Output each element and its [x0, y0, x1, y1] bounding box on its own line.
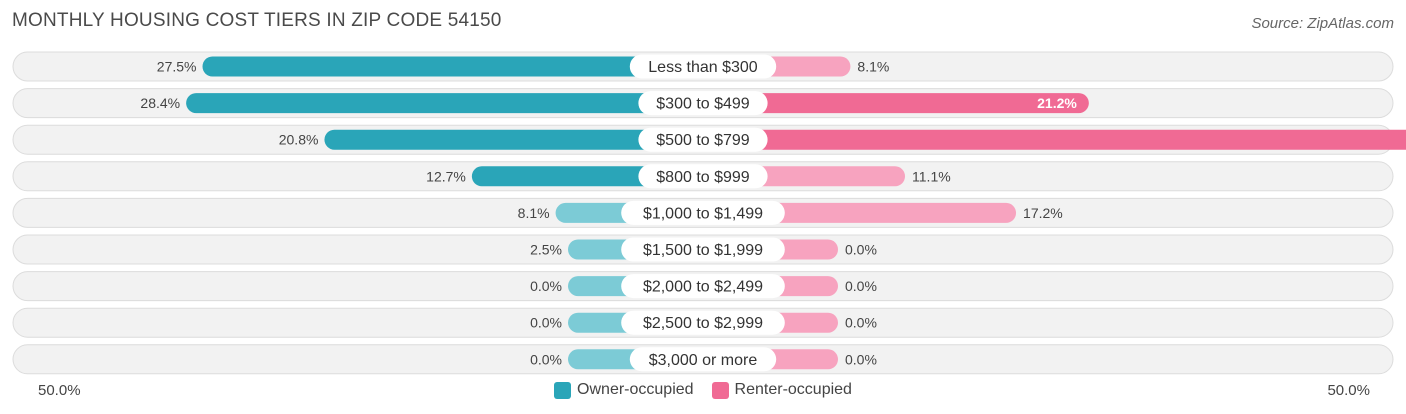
renter-value-label: 11.1% — [912, 168, 951, 184]
category-pill — [629, 54, 777, 79]
axis-left-label: 50.0% — [38, 382, 81, 399]
renter-value-label: 8.1% — [857, 59, 889, 75]
legend: Owner-occupied Renter-occupied — [0, 380, 1406, 400]
chart-row: $2,500 to $2,999 0.0% 0.0% — [12, 307, 1394, 338]
category-label: $300 to $499 — [656, 96, 750, 113]
category-pill — [629, 347, 777, 372]
source-label: Source: ZipAtlas.com — [1251, 15, 1394, 32]
category-pill — [638, 91, 768, 116]
category-pill — [621, 274, 785, 299]
category-label: $2,000 to $2,499 — [643, 279, 763, 296]
owner-value-label: 8.1% — [518, 205, 550, 221]
owner-bar — [202, 56, 703, 77]
renter-value-label: 0.0% — [845, 242, 877, 258]
chart-row: Less than $300 27.5% 8.1% — [12, 51, 1394, 82]
legend-owner-swatch — [554, 381, 572, 399]
category-label: $800 to $999 — [656, 169, 750, 186]
legend-owner-label: Owner-occupied — [577, 381, 694, 398]
legend-renter-label: Renter-occupied — [734, 381, 852, 398]
renter-value-label: 17.2% — [1023, 205, 1063, 221]
chart-title: MONTHLY HOUSING COST TIERS IN ZIP CODE 5… — [12, 10, 502, 31]
owner-bar — [324, 129, 703, 150]
renter-value-label: 0.0% — [845, 278, 877, 294]
renter-bar — [703, 93, 1089, 114]
renter-value-label: 21.2% — [1037, 95, 1077, 111]
owner-value-label: 20.8% — [279, 132, 319, 148]
chart-row: $3,000 or more 0.0% 0.0% — [12, 344, 1394, 375]
owner-value-label: 0.0% — [530, 315, 562, 331]
legend-renter: Renter-occupied — [711, 381, 852, 399]
axis-right-label: 50.0% — [1327, 382, 1370, 399]
owner-bar — [186, 93, 703, 114]
category-pill — [638, 164, 768, 189]
owner-value-label: 12.7% — [426, 168, 466, 184]
renter-bar — [703, 129, 1406, 150]
category-label: $2,500 to $2,999 — [643, 315, 763, 332]
legend-owner: Owner-occupied — [554, 381, 694, 399]
category-label: Less than $300 — [648, 59, 758, 76]
chart-row: $800 to $999 12.7% 11.1% — [12, 161, 1394, 192]
owner-value-label: 27.5% — [157, 59, 197, 75]
category-label: $1,000 to $1,499 — [643, 205, 763, 222]
category-pill — [621, 200, 785, 225]
renter-value-label: 0.0% — [845, 351, 877, 367]
chart-row: $1,500 to $1,999 2.5% 0.0% — [12, 234, 1394, 265]
category-label: $3,000 or more — [649, 352, 758, 369]
owner-value-label: 0.0% — [530, 278, 562, 294]
category-label: $1,500 to $1,999 — [643, 242, 763, 259]
category-pill — [621, 237, 785, 262]
chart-row: $300 to $499 28.4% 21.2% — [12, 88, 1394, 119]
chart-row: $1,000 to $1,499 8.1% 17.2% — [12, 197, 1394, 228]
category-pill — [638, 127, 768, 152]
chart-row: $2,000 to $2,499 0.0% 0.0% — [12, 271, 1394, 302]
category-pill — [621, 310, 785, 335]
owner-value-label: 2.5% — [530, 242, 562, 258]
owner-value-label: 0.0% — [530, 351, 562, 367]
owner-value-label: 28.4% — [140, 95, 180, 111]
renter-value-label: 0.0% — [845, 315, 877, 331]
category-label: $500 to $799 — [656, 132, 750, 149]
legend-renter-swatch — [711, 381, 729, 399]
